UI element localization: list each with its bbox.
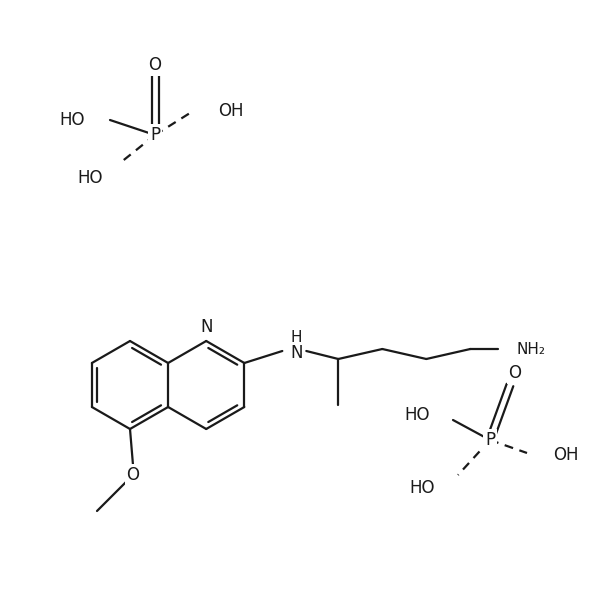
Text: H: H [290, 329, 302, 344]
Text: NH₂: NH₂ [517, 341, 545, 356]
Text: HO: HO [59, 111, 85, 129]
Text: OH: OH [218, 102, 244, 120]
Text: P: P [150, 126, 160, 144]
Text: OH: OH [553, 446, 578, 464]
Text: N: N [290, 344, 302, 362]
Text: P: P [485, 431, 495, 449]
Text: HO: HO [404, 406, 430, 424]
Text: N: N [200, 318, 212, 336]
Text: O: O [127, 466, 139, 484]
Text: HO: HO [77, 169, 103, 187]
Text: O: O [149, 56, 161, 74]
Text: HO: HO [409, 479, 435, 497]
Text: O: O [509, 364, 521, 382]
